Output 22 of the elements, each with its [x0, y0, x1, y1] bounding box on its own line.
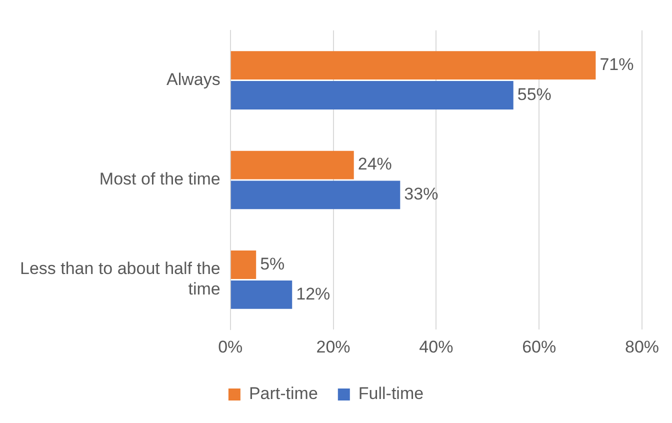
x-tick-label: 0% [218, 337, 243, 356]
data-label: 55% [517, 84, 552, 104]
data-label: 12% [296, 284, 330, 304]
bar [230, 81, 514, 110]
bar [230, 280, 292, 309]
data-label: 24% [358, 154, 392, 174]
legend-label: Part-time [248, 384, 318, 404]
bar [230, 180, 400, 210]
y-tick-label: Less than to about half the time [20, 259, 220, 299]
bar [230, 51, 596, 80]
x-tick-label: 20% [316, 337, 350, 356]
x-tick-label: 80% [624, 337, 660, 356]
y-tick-label: Most of the time [99, 170, 220, 189]
x-tick-label: 60% [522, 337, 556, 356]
x-tick-label: 40% [419, 337, 454, 356]
legend-label: Full-time [358, 384, 424, 404]
data-label: 71% [600, 54, 634, 74]
y-tick-label: Always [166, 70, 220, 89]
data-label: 5% [260, 254, 285, 274]
data-label: 33% [404, 184, 438, 204]
bar [230, 150, 354, 180]
bar [230, 250, 256, 279]
